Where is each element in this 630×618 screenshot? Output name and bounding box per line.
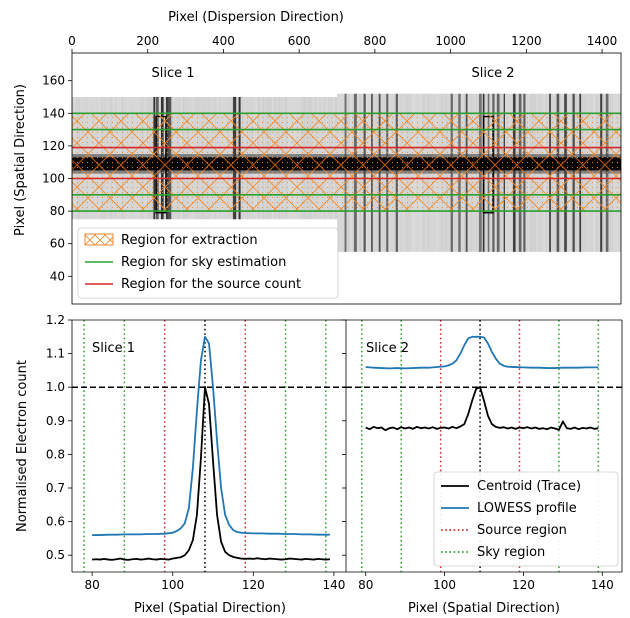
y-tick-label: 0.8: [46, 447, 65, 461]
lowess-profile-line: [92, 335, 330, 536]
y-tick-label: 1.0: [46, 380, 65, 394]
top-x-tick-label: 1200: [511, 34, 542, 48]
top-x-axis: 0 200 400 600 800 1000 1200 1400: [68, 34, 617, 53]
top-y-axis-label: Pixel (Spatial Direction): [13, 84, 28, 236]
slice1-profile-panel: 80 100 120 140 0.5 0.6 0.7 0.8 0.9 1.0 1.1 1.2 Slic…: [15, 313, 346, 616]
bottom-y-axis-label: Normalised Electron count: [15, 360, 30, 532]
slice1-profile-annotation: Slice 1: [92, 341, 135, 356]
slice1-annotation: Slice 1: [151, 66, 194, 81]
y-tick-label: 0.5: [46, 548, 65, 562]
top-y-tick-label: 60: [50, 237, 65, 251]
top-x-tick-label: 1000: [435, 34, 466, 48]
top-x-tick-label: 600: [288, 34, 311, 48]
x-tick-label: 140: [322, 578, 345, 592]
legend-lowess-label: LOWESS profile: [477, 501, 577, 516]
x-tick-label: 80: [85, 578, 100, 592]
lowess-profile-line: [365, 335, 599, 370]
legend-centroid-label: Centroid (Trace): [477, 479, 581, 494]
y-tick-label: 0.7: [46, 481, 65, 495]
top-y-tick-label: 140: [42, 106, 65, 120]
top-x-tick-label: 800: [363, 34, 386, 48]
top-legend: Region for extraction Region for sky est…: [77, 227, 339, 299]
centroid-trace-line: [92, 386, 330, 561]
y-tick-label: 0.6: [46, 515, 65, 529]
top-x-tick-label: 0: [68, 34, 76, 48]
y-tick-label: 1.1: [46, 347, 65, 361]
x-tick-label: 120: [512, 578, 535, 592]
x-tick-label: 120: [242, 578, 265, 592]
centroid-trace-line: [365, 386, 599, 432]
y-tick-label: 0.9: [46, 414, 65, 428]
top-y-axis: 40 60 80 100 120 140 160: [42, 74, 72, 283]
top-x-axis-label: Pixel (Dispersion Direction): [168, 10, 344, 25]
legend-extraction-swatch: [84, 233, 114, 246]
region-overlays: [72, 112, 621, 212]
y-tick-label: 1.2: [46, 313, 65, 327]
top-y-tick-label: 40: [50, 269, 65, 283]
top-x-tick-label: 200: [136, 34, 159, 48]
top-x-tick-label: 1400: [587, 34, 618, 48]
legend-source-label: Region for the source count: [121, 277, 301, 292]
top-panel: 0 200 400 600 800 1000 1200 1400 40 60 80 100 120 14…: [13, 10, 622, 305]
top-y-tick-label: 160: [42, 74, 65, 88]
top-y-tick-label: 80: [50, 204, 65, 218]
x-tick-label: 100: [161, 578, 184, 592]
slice2-x-axis-label: Pixel (Spatial Direction): [408, 601, 560, 616]
legend-sky-region-label: Sky region: [477, 545, 545, 560]
slice1-x-axis-label: Pixel (Spatial Direction): [134, 601, 286, 616]
extraction-hatch-over-trace: [72, 157, 621, 171]
x-tick-label: 140: [591, 578, 614, 592]
top-y-tick-label: 120: [42, 139, 65, 153]
top-x-tick-label: 400: [212, 34, 235, 48]
legend-source-region-label: Source region: [477, 523, 567, 538]
legend-extraction-label: Region for extraction: [121, 233, 258, 248]
slice2-annotation: Slice 2: [471, 66, 514, 81]
legend-sky-label: Region for sky estimation: [121, 255, 286, 270]
slice2-profile-annotation: Slice 2: [366, 341, 409, 356]
top-y-tick-label: 100: [42, 172, 65, 186]
slice2-profile-panel: 80 100 120 140 Slice 2 Pixel (Spatial Direc…: [342, 319, 623, 616]
x-tick-label: 80: [358, 578, 373, 592]
bottom-legend: Centroid (Trace) LOWESS profile Source r…: [433, 471, 619, 567]
x-tick-label: 100: [433, 578, 456, 592]
